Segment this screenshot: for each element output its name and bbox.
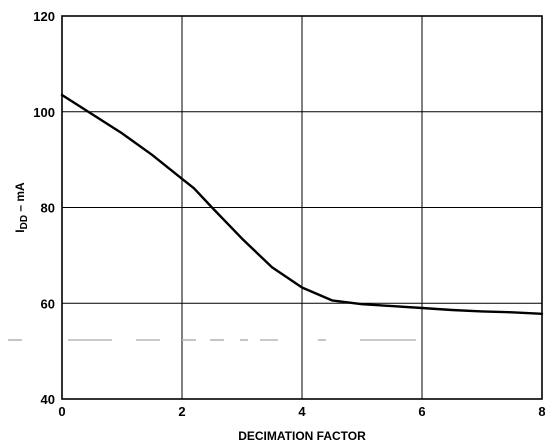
y-tick-labels: 40 60 80 100 120 [33,9,55,407]
y-tick-label-40: 40 [41,392,55,407]
y-tick-label-80: 80 [41,201,55,216]
x-axis-title: DECIMATION FACTOR [238,429,366,443]
x-tick-label-8: 8 [538,404,545,419]
plot-frame [61,15,543,400]
y-axis-title-sub: DD [19,215,30,229]
series-line-0 [60,93,544,315]
y-tick-label-120: 120 [33,9,55,24]
y-axis-title: IDD – mA [13,182,30,233]
x-tick-label-0: 0 [58,404,65,419]
x-tick-labels: 0 2 4 6 8 [58,404,545,419]
y-tick-label-60: 60 [41,296,55,311]
y-axis-title-main: I [13,229,27,232]
grid [62,16,542,399]
x-tick-label-2: 2 [178,404,185,419]
x-tick-label-6: 6 [418,404,425,419]
series-layer [60,93,544,315]
x-tick-label-4: 4 [298,404,306,419]
y-axis-title-suffix: – mA [13,182,27,215]
y-tick-label-100: 100 [33,105,55,120]
